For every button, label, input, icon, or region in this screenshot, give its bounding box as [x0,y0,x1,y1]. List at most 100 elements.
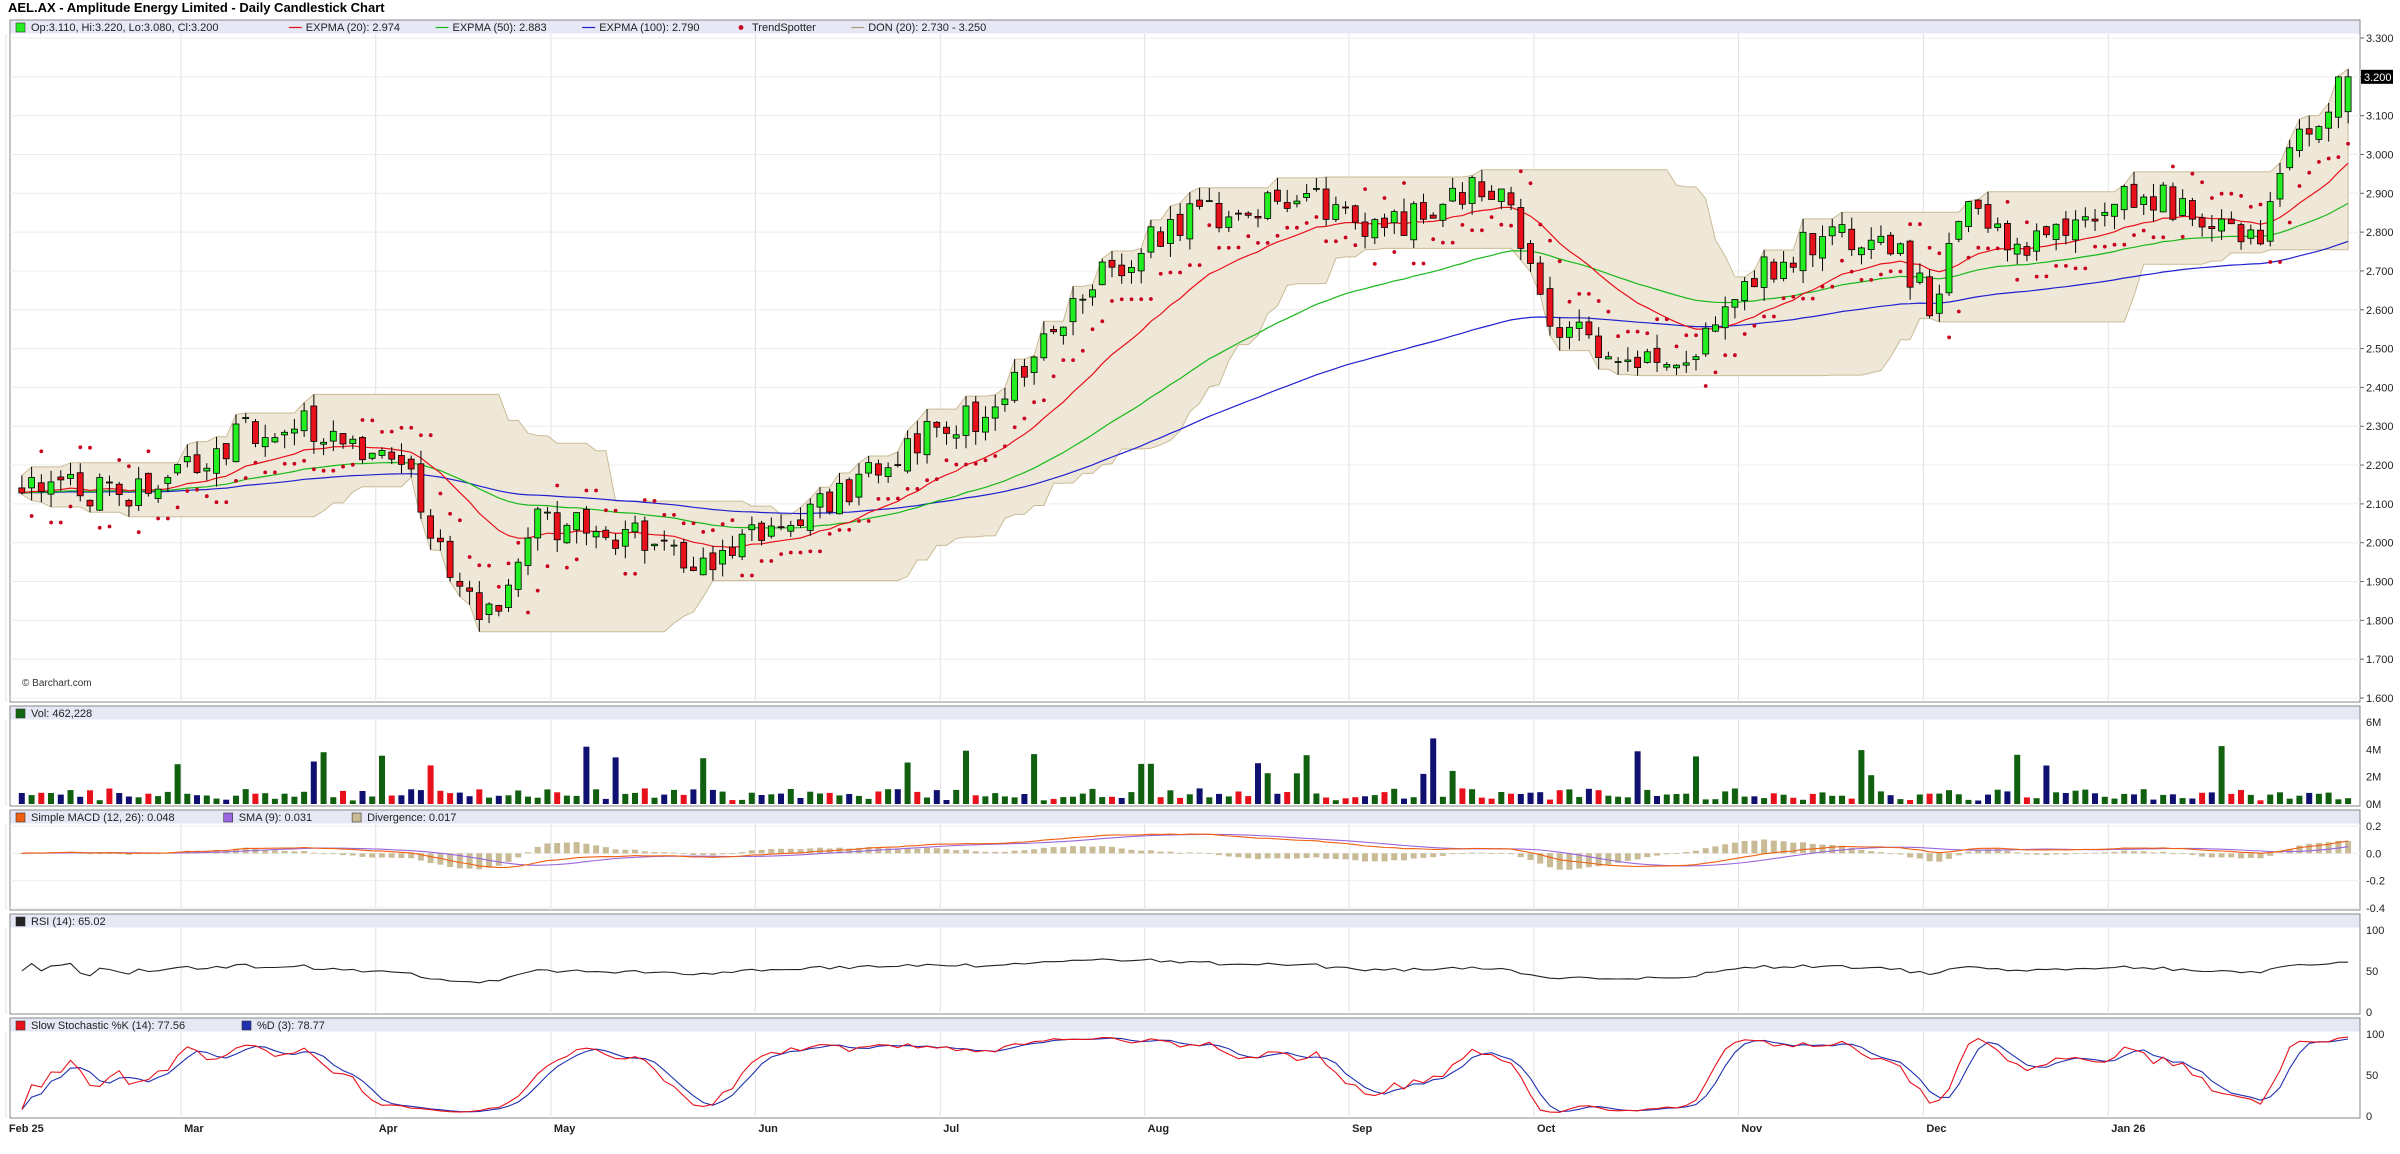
price-tick-label: 2.100 [2366,499,2394,511]
divergence-bar [2189,853,2196,856]
candle-body [2257,229,2264,245]
trendspotter-dot [2200,180,2205,185]
volume-bar [106,788,113,804]
trendspotter-dot [458,518,462,523]
candle [359,435,366,464]
divergence-bar [301,851,308,854]
volume-bar [1332,800,1339,804]
volume-bar [690,789,697,804]
volume-tick-label: 2M [2366,772,2381,784]
candle [738,529,746,561]
candle [213,436,220,487]
divergence-bar [1712,846,1719,854]
volume-bar [1478,797,1485,804]
trendspotter-dot [1966,255,1971,260]
trendspotter-dot [1480,228,1484,233]
trendspotter-dot [2278,260,2282,264]
candle-body [845,479,853,503]
candle-body [670,544,678,547]
divergence-bar [554,843,561,854]
divergence-bar [1488,853,1495,854]
stoch-legend: Slow Stochastic %K (14): 77.56 %D (3): 78… [15,1020,325,1032]
candle-body [884,467,892,478]
candle [1303,184,1310,202]
divergence-bar [320,853,327,855]
candle [1439,203,1447,228]
divergence-bar [1673,853,1680,854]
candle [982,406,989,441]
divergence-bar [2296,845,2303,854]
candle-body [2043,226,2050,236]
price-tick-label: 2.700 [2366,266,2394,278]
candle-body [1507,192,1515,206]
trendspotter-dot [1411,261,1416,266]
candle-body [2305,128,2313,135]
divergence-bar [1323,853,1330,859]
trendspotter-dot [350,462,355,467]
trendspotter-dot [1947,335,1951,340]
candle [232,414,240,463]
trendspotter-dot [584,488,589,493]
divergence-bar [1585,853,1592,868]
candle [125,498,133,517]
trendspotter-dot [798,550,803,555]
candle-body [446,540,454,578]
candle [2315,125,2323,143]
volume-bar [875,791,882,804]
divergence-bar [748,850,755,854]
divergence-bar [593,845,600,854]
candle [1147,219,1155,259]
volume-bar [865,798,872,804]
candle-body [47,481,55,495]
volume-bar [1897,799,1904,804]
divergence-bar [1167,851,1174,854]
candle-body [1751,278,1758,288]
chart-title: AEL.AX - Amplitude Energy Limited - Dail… [8,0,385,15]
divergence-bar [330,853,337,855]
candle-body [1098,261,1106,286]
volume-bar [1527,792,1534,804]
candle [991,394,999,431]
trendspotter-dot [1723,353,1728,358]
expma-20-line [21,162,2349,549]
candle [1799,218,1807,284]
price-tick-label: 2.200 [2366,460,2394,472]
candle [339,433,347,449]
candle [767,517,775,539]
divergence-bar [1887,853,1894,855]
candle-body [982,416,989,433]
volume-bar [2247,794,2254,804]
candle-body [933,421,941,428]
volume-bar [271,798,278,804]
candle-body [1371,219,1379,239]
stoch-d-line [21,1037,2349,1113]
candle-body [1595,335,1602,359]
candle-body [37,482,45,492]
divergence-bar [1829,845,1836,854]
candle [1089,284,1096,306]
candle-body [787,525,795,532]
x-tick-label: May [554,1123,576,1135]
candle [456,572,464,597]
copyright: © Barchart.com [22,678,92,689]
legend-label: EXPMA (50): 2.883 [453,22,547,34]
candle [641,516,649,564]
volume-bar [1439,796,1446,804]
candle [514,558,522,597]
candle [57,470,65,492]
divergence-bar [398,853,405,858]
candle [2072,210,2080,253]
volume-bar [1673,794,1680,804]
trendspotter-dot [701,530,706,534]
candle [222,443,230,466]
trendspotter-dot [370,418,375,423]
volume-bar [1926,793,1933,804]
volume-bar [2043,765,2050,804]
candle [1585,316,1593,339]
candle [2091,208,2099,232]
candle-body [1575,321,1583,329]
candle [1965,201,1972,233]
candle [2295,119,2303,158]
volume-bar [1547,799,1553,804]
